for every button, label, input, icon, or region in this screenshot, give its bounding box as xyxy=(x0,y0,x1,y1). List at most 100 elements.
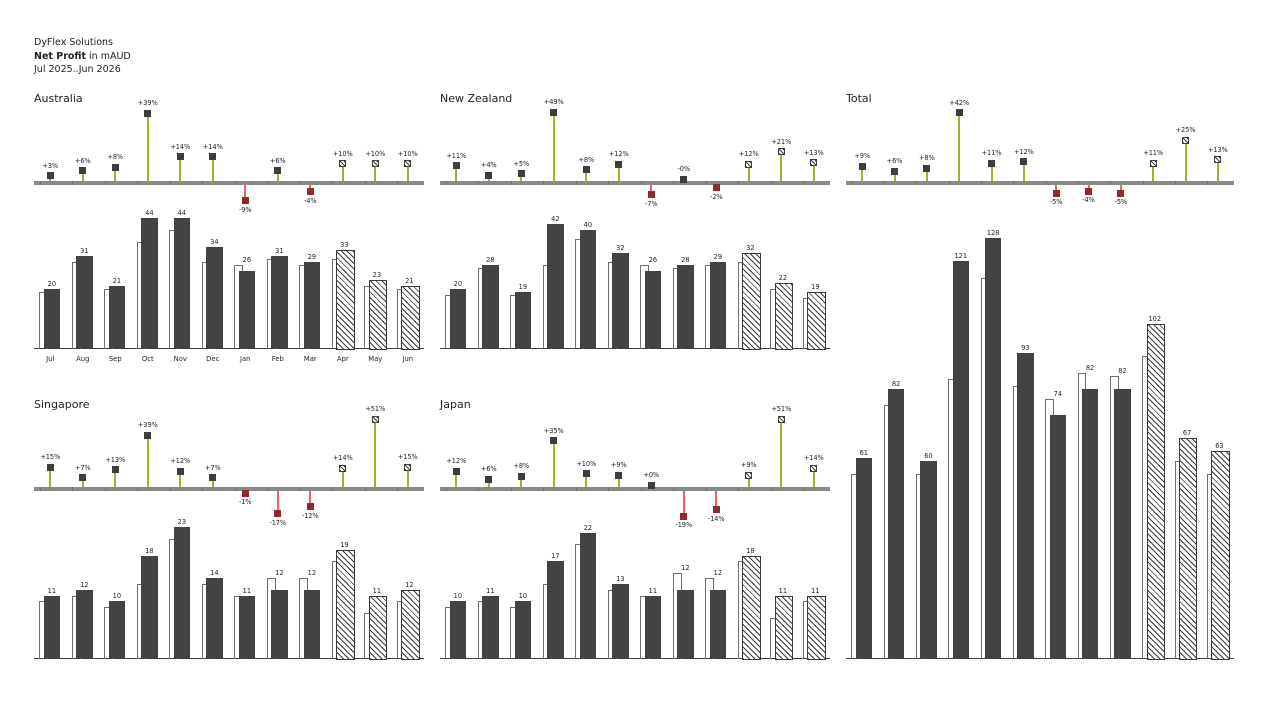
variance-label: +7% xyxy=(74,463,91,472)
bar-dec[interactable] xyxy=(612,584,629,658)
bar-jul[interactable] xyxy=(449,288,466,348)
bar-aug[interactable] xyxy=(482,595,499,658)
bar-oct[interactable] xyxy=(952,261,969,658)
axis-tick xyxy=(332,181,334,185)
bar-jun[interactable] xyxy=(401,285,420,350)
bar-jul[interactable] xyxy=(43,288,60,348)
axis-tick xyxy=(1142,181,1144,185)
bar-jan[interactable] xyxy=(644,271,661,348)
bar-feb[interactable] xyxy=(1082,389,1099,658)
variance-stem xyxy=(812,468,815,487)
bar-value-label: 26 xyxy=(648,256,658,265)
panel-title-australia: Australia xyxy=(34,92,83,105)
bar-dec[interactable] xyxy=(612,253,629,348)
variance-stem xyxy=(1055,185,1058,194)
bar-feb[interactable] xyxy=(677,589,694,658)
axis-tick xyxy=(397,181,399,185)
bar-value-label: 12 xyxy=(681,563,690,572)
bar-nov[interactable] xyxy=(579,533,596,658)
bar-oct[interactable] xyxy=(141,217,158,348)
bar-apr[interactable] xyxy=(742,555,761,660)
bar-sep[interactable] xyxy=(108,601,125,658)
bar-aug[interactable] xyxy=(482,265,499,348)
bar-nov[interactable] xyxy=(985,238,1002,658)
bar-may[interactable] xyxy=(368,280,387,350)
axis-tick xyxy=(884,181,886,185)
variance-stem xyxy=(487,479,490,487)
bar-apr[interactable] xyxy=(742,253,761,350)
variance-plot-australia: +3% +6% +8% +39% +14% +14% -9% +6% -4% +10% +10% +1… xyxy=(34,92,424,214)
bar-apr[interactable] xyxy=(1146,323,1165,660)
bar-aug[interactable] xyxy=(888,389,905,658)
bar-mar[interactable] xyxy=(709,262,726,348)
bar-nov[interactable] xyxy=(173,217,190,348)
bar-jan[interactable] xyxy=(1049,415,1066,658)
variance-stem xyxy=(406,163,409,181)
bar-oct[interactable] xyxy=(547,561,564,658)
variance-label: +42% xyxy=(949,98,970,107)
bar-aug[interactable] xyxy=(76,589,93,658)
period-range: Jul 2025..Jun 2026 xyxy=(34,64,121,75)
bar-may[interactable] xyxy=(368,595,387,660)
variance-stem xyxy=(893,171,896,181)
variance-label: +39% xyxy=(137,99,158,108)
bar-dec[interactable] xyxy=(206,247,223,348)
variance-marker xyxy=(988,159,995,167)
variance-stem xyxy=(406,467,409,487)
bar-value-label: 74 xyxy=(1053,389,1062,398)
bar-value-label: 29 xyxy=(713,253,723,262)
bar-sep[interactable] xyxy=(108,285,125,348)
bar-apr[interactable] xyxy=(336,550,355,660)
bar-jul[interactable] xyxy=(449,601,466,658)
bar-may[interactable] xyxy=(1179,438,1198,660)
axis-tick xyxy=(640,487,642,491)
bar-feb[interactable] xyxy=(271,256,288,348)
axis-tick xyxy=(510,181,512,185)
bar-value-label: 21 xyxy=(112,276,122,285)
bar-oct[interactable] xyxy=(141,555,158,658)
bar-apr[interactable] xyxy=(336,250,355,350)
variance-marker xyxy=(680,512,688,520)
bar-aug[interactable] xyxy=(76,256,93,348)
bar-may[interactable] xyxy=(774,282,793,350)
axis-tick xyxy=(72,181,74,185)
bar-feb[interactable] xyxy=(677,265,694,348)
bar-oct[interactable] xyxy=(547,223,564,348)
bar-sep[interactable] xyxy=(514,291,531,348)
bar-plot-japan: 10 11 10 17 22 13 11 12 12 18 11 11 xyxy=(440,500,830,660)
bar-dec[interactable] xyxy=(1017,353,1034,658)
month-label-jul: Jul xyxy=(46,355,55,363)
metric-name: Net Profit xyxy=(34,50,86,62)
variance-label: +9% xyxy=(610,461,627,470)
bar-sep[interactable] xyxy=(920,461,937,658)
bar-nov[interactable] xyxy=(173,527,190,658)
bar-feb[interactable] xyxy=(271,589,288,658)
variance-marker xyxy=(452,467,460,475)
month-label-nov: Nov xyxy=(173,355,187,363)
bar-jun[interactable] xyxy=(401,589,420,660)
bar-jul[interactable] xyxy=(855,457,872,658)
axis-tick xyxy=(299,487,301,491)
variance-stem xyxy=(925,168,928,181)
bar-jun[interactable] xyxy=(807,595,826,660)
bar-nov[interactable] xyxy=(579,229,596,348)
axis-tick xyxy=(364,487,366,491)
variance-marker xyxy=(46,463,54,471)
bar-jun[interactable] xyxy=(807,291,826,350)
bar-jun[interactable] xyxy=(1211,451,1230,660)
variance-label: -4% xyxy=(303,196,317,205)
bar-dec[interactable] xyxy=(206,578,223,658)
axis-tick xyxy=(1110,181,1112,185)
bar-jan[interactable] xyxy=(644,595,661,658)
bar-jan[interactable] xyxy=(238,271,255,348)
bar-jan[interactable] xyxy=(238,595,255,658)
bar-jul[interactable] xyxy=(43,595,60,658)
bar-mar[interactable] xyxy=(303,262,320,348)
axis-tick xyxy=(137,181,139,185)
bar-sep[interactable] xyxy=(514,601,531,658)
bar-mar[interactable] xyxy=(1114,389,1131,658)
bar-mar[interactable] xyxy=(709,589,726,658)
bar-may[interactable] xyxy=(774,595,793,660)
variance-stem xyxy=(1022,161,1025,181)
bar-mar[interactable] xyxy=(303,589,320,658)
